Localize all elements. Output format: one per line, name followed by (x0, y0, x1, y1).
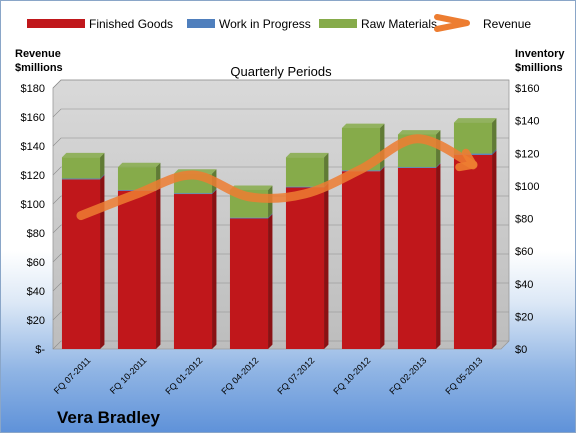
legend-swatch-finished-goods (27, 19, 85, 28)
x-tick-label: FQ 10-2012 (331, 355, 372, 396)
legend-item-work-in-progress: Work in Progress (187, 17, 311, 31)
right-tick-label: $120 (515, 148, 539, 160)
bar-front (118, 191, 156, 349)
bar-finished-goods-fq-07-2011 (62, 175, 104, 349)
bar-top-fq-07-2012 (286, 153, 328, 157)
right-tick-label: $40 (515, 279, 533, 291)
bar-finished-goods-fq-07-2012 (286, 183, 328, 349)
bar-front (342, 171, 380, 349)
bar-finished-goods-fq-04-2012 (230, 214, 272, 349)
bar-side (324, 183, 328, 349)
bar-side (212, 190, 216, 349)
left-tick-label: $160 (21, 112, 45, 124)
right-tick-label: $80 (515, 214, 533, 226)
right-axis-title-line1: Inventory (515, 48, 565, 60)
company-name: Vera Bradley (57, 408, 161, 427)
bar-side (156, 186, 160, 349)
x-tick-label: FQ 04-2012 (219, 355, 260, 396)
bar-front (230, 218, 268, 219)
legend-swatch-revenue (437, 17, 467, 29)
bar-front (286, 188, 324, 349)
left-tick-label: $120 (21, 170, 45, 182)
left-tick-label: $40 (27, 286, 45, 298)
left-axis-title-line2: $millions (15, 62, 63, 74)
x-axis-ticks: FQ 07-2011 FQ 10-2011 FQ 01-2012 FQ 04-2012… (52, 355, 485, 396)
x-tick-label: FQ 07-2012 (275, 355, 316, 396)
bar-front (454, 123, 492, 154)
legend-swatch-work-in-progress (187, 19, 215, 28)
bar-side (380, 124, 384, 171)
bar-raw-materials-fq-07-2012 (286, 153, 328, 187)
right-axis-title-line2: $millions (515, 62, 563, 74)
right-tick-label: $100 (515, 181, 539, 193)
x-tick-label: FQ 02-2013 (387, 355, 428, 396)
bar-side (436, 164, 440, 349)
left-tick-label: $- (35, 344, 45, 356)
bar-side (268, 214, 272, 349)
right-tick-label: $60 (515, 246, 533, 258)
right-tick-label: $0 (515, 344, 527, 356)
legend-label-raw-materials: Raw Materials (361, 17, 437, 31)
right-tick-label: $140 (515, 116, 539, 128)
bar-side (492, 118, 496, 153)
bar-top-fq-05-2013 (454, 118, 496, 122)
left-tick-label: $20 (27, 315, 45, 327)
x-tick-label: FQ 10-2011 (108, 355, 149, 396)
bar-front (62, 157, 100, 178)
legend-label-work-in-progress: Work in Progress (219, 17, 311, 31)
x-tick-label: FQ 05-2013 (443, 355, 484, 396)
bar-top-fq-10-2011 (118, 163, 160, 167)
right-tick-label: $160 (515, 83, 539, 95)
bar-front (174, 194, 212, 349)
bar-side (380, 167, 384, 349)
bar-front (454, 155, 492, 349)
left-tick-label: $100 (21, 199, 45, 211)
bar-side (100, 175, 104, 349)
bar-raw-materials-fq-05-2013 (454, 118, 496, 153)
left-tick-label: $180 (21, 83, 45, 95)
bar-front (398, 167, 436, 168)
legend-item-revenue: Revenue (437, 17, 531, 31)
left-tick-label: $60 (27, 257, 45, 269)
bar-finished-goods-fq-02-2013 (398, 164, 440, 349)
bar-top-fq-02-2013 (398, 130, 440, 134)
right-tick-label: $20 (515, 311, 533, 323)
left-axis-ticks: $- $20 $40 $60 $80 $100 $120 $140 $160 $180 (21, 83, 46, 356)
bar-finished-goods-fq-05-2013 (454, 150, 496, 349)
bar-side (100, 153, 104, 179)
left-tick-label: $140 (21, 141, 45, 153)
bar-front (286, 157, 324, 186)
legend: Finished Goods Work in Progress Raw Mate… (27, 17, 531, 31)
bar-front (230, 219, 268, 350)
legend-label-revenue: Revenue (483, 17, 531, 31)
bar-finished-goods-fq-01-2012 (174, 190, 216, 349)
plot-title: Quarterly Periods (230, 64, 332, 79)
legend-item-finished-goods: Finished Goods (27, 17, 173, 31)
legend-item-raw-materials: Raw Materials (319, 17, 437, 31)
x-tick-label: FQ 01-2012 (163, 355, 204, 396)
left-axis-title-line1: Revenue (15, 48, 61, 60)
bar-top-fq-07-2011 (62, 153, 104, 157)
bar-front (398, 168, 436, 349)
legend-label-finished-goods: Finished Goods (89, 17, 173, 31)
right-axis-ticks: $0 $20 $40 $60 $80 $100 $120 $140 $160 (515, 83, 539, 356)
bar-front (62, 179, 100, 349)
bar-front (62, 179, 100, 180)
bar-side (492, 150, 496, 349)
legend-swatch-raw-materials (319, 19, 357, 28)
left-tick-label: $80 (27, 228, 45, 240)
bar-finished-goods-fq-10-2011 (118, 186, 160, 349)
bar-front (174, 193, 212, 194)
bar-top-fq-10-2012 (342, 124, 384, 128)
x-tick-label: FQ 07-2011 (52, 355, 93, 396)
bar-finished-goods-fq-10-2012 (342, 167, 384, 349)
